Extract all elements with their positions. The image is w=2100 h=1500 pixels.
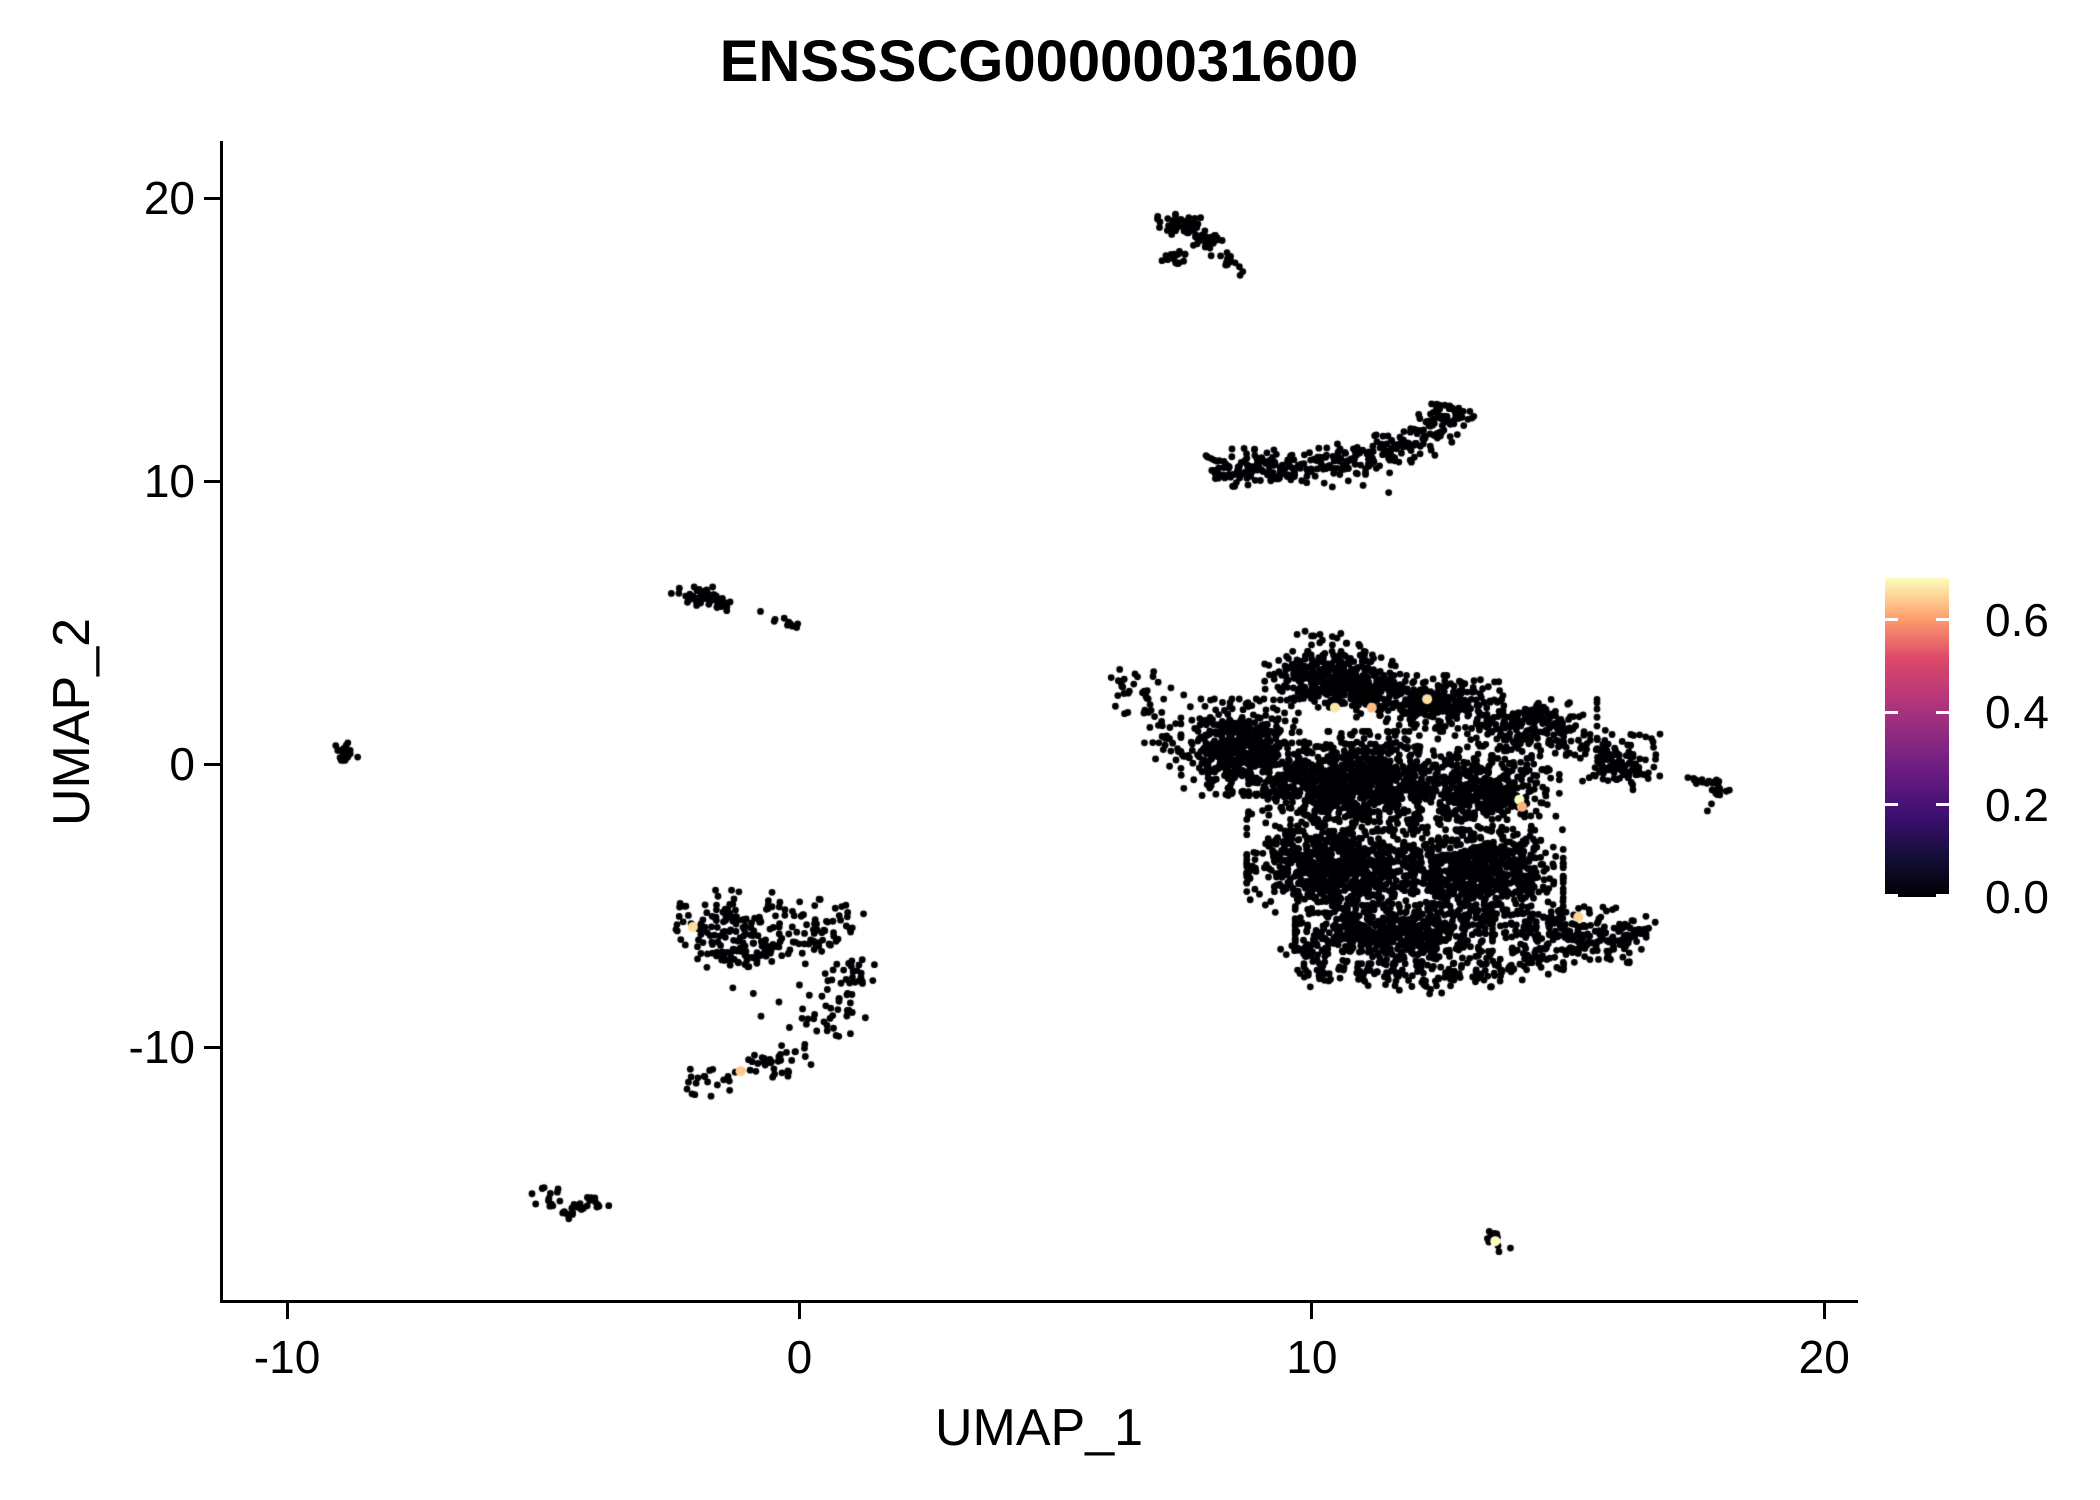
colorbar-tick-notch [1936, 710, 1949, 714]
colorbar-tick-label: 0.0 [1985, 871, 2049, 923]
y-tick-mark [204, 1045, 220, 1049]
colorbar-tick-notch [1936, 618, 1949, 622]
x-tick-label: -10 [253, 1331, 321, 1383]
x-tick-mark [1310, 1303, 1314, 1319]
y-tick-label: 20 [143, 172, 195, 225]
y-axis-title: UMAP_2 [43, 617, 101, 827]
x-axis-line [220, 1300, 1858, 1303]
colorbar-tick-notch [1936, 803, 1949, 807]
y-tick-label: -10 [128, 1021, 195, 1074]
y-tick-mark [204, 762, 220, 766]
y-tick-mark [204, 196, 220, 200]
colorbar-tick-notch [1936, 894, 1949, 897]
x-tick-label: 20 [1798, 1331, 1850, 1383]
colorbar-tick-label: 0.2 [1985, 778, 2049, 831]
y-axis-line [220, 141, 223, 1303]
colorbar-tick-notch [1885, 710, 1898, 714]
x-axis-title: UMAP_1 [934, 1399, 1144, 1457]
colorbar-tick-notch [1885, 803, 1898, 807]
x-tick-mark [797, 1303, 801, 1319]
x-tick-label: 0 [786, 1331, 813, 1383]
y-tick-mark [204, 479, 220, 483]
x-tick-mark [1822, 1303, 1826, 1319]
x-tick-mark [285, 1303, 289, 1319]
y-tick-label: 10 [143, 455, 195, 508]
x-tick-label: 10 [1286, 1331, 1338, 1383]
colorbar-gradient [1885, 578, 1949, 897]
y-tick-label: 0 [169, 738, 195, 791]
colorbar-tick-notch [1885, 618, 1898, 622]
colorbar-tick-notch [1885, 894, 1898, 897]
colorbar-tick-label: 0.6 [1985, 593, 2049, 646]
colorbar-tick-label: 0.4 [1985, 686, 2049, 739]
